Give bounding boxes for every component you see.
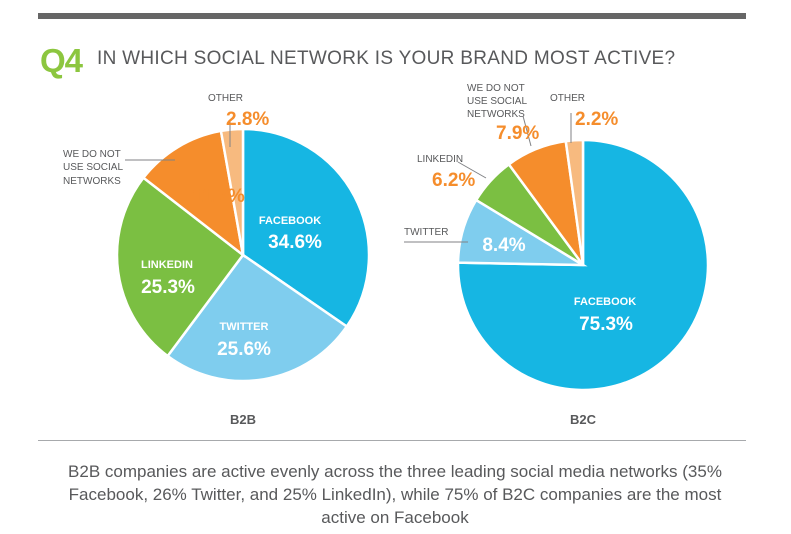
b2b-label-no-social: NETWORKS bbox=[63, 176, 121, 187]
pie-charts: FACEBOOK 34.6% TWITTER 25.6% LINKEDIN 25.3% WE… bbox=[63, 83, 710, 427]
b2c-value-no-social: 7.9% bbox=[496, 123, 539, 144]
b2c-value-twitter: 8.4% bbox=[482, 235, 525, 256]
b2c-value-other: 2.2% bbox=[575, 109, 618, 130]
b2b-value-linkedin: 25.3% bbox=[141, 277, 195, 298]
b2b-label-facebook: FACEBOOK bbox=[259, 215, 321, 227]
b2c-slice-facebook bbox=[456, 138, 710, 392]
b2b-slice-twitter bbox=[165, 253, 349, 383]
b2b-slice-no-social bbox=[141, 129, 245, 258]
b2c-slice-other bbox=[564, 138, 585, 266]
b2c-leader-linkedin bbox=[457, 161, 487, 179]
b2b-value-other: 2.8% bbox=[226, 109, 269, 130]
b2c-label-no-social: NETWORKS bbox=[467, 109, 525, 120]
b2b-label-no-social: USE SOCIAL bbox=[63, 162, 123, 173]
b2c-label-facebook: FACEBOOK bbox=[574, 296, 636, 308]
divider-rule bbox=[38, 440, 746, 441]
b2b-value-twitter: 25.6% bbox=[217, 339, 271, 360]
b2b-value-facebook: 34.6% bbox=[268, 232, 322, 253]
b2c-value-linkedin: 6.2% bbox=[432, 170, 475, 191]
b2c-chart-title: B2C bbox=[570, 412, 597, 427]
b2b-slice-other bbox=[219, 127, 245, 256]
b2b-chart-title: B2B bbox=[230, 412, 256, 427]
b2c-leader-no-social bbox=[522, 115, 532, 147]
top-rule bbox=[38, 13, 746, 19]
b2b-value-no-social: 11.7% bbox=[192, 186, 245, 207]
b2b-slice-facebook bbox=[241, 127, 371, 329]
question-number: Q4 bbox=[40, 42, 83, 79]
b2b-label-no-social: WE DO NOT bbox=[63, 149, 121, 160]
b2c-label-other: OTHER bbox=[550, 93, 585, 104]
b2b-label-other: OTHER bbox=[208, 93, 243, 104]
b2c-value-facebook: 75.3% bbox=[579, 314, 633, 335]
b2c-label-linkedin: LINKEDIN bbox=[417, 154, 463, 165]
b2b-label-linkedin: LINKEDIN bbox=[141, 259, 193, 271]
b2c-label-twitter: TWITTER bbox=[404, 227, 448, 238]
b2b-slice-linkedin bbox=[115, 176, 245, 358]
question-title: IN WHICH SOCIAL NETWORK IS YOUR BRAND MO… bbox=[97, 48, 676, 69]
b2c-label-no-social: WE DO NOT bbox=[467, 83, 525, 94]
b2b-label-twitter: TWITTER bbox=[220, 321, 269, 333]
summary-text: B2B companies are active evenly across t… bbox=[68, 462, 722, 527]
b2c-label-no-social: USE SOCIAL bbox=[467, 96, 527, 107]
